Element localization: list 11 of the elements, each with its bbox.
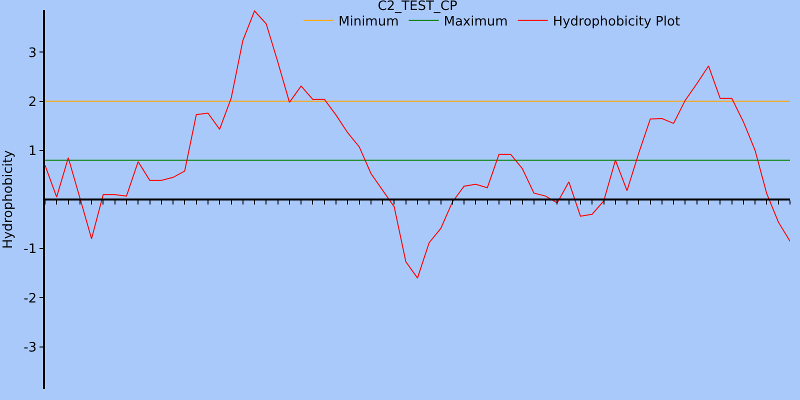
legend-label: Maximum <box>444 14 508 30</box>
chart-title: C2_TEST_CP <box>378 0 458 14</box>
y-tick-label: 2 <box>28 94 37 110</box>
y-tick-label: 3 <box>28 46 37 61</box>
y-tick-label: 1 <box>28 144 37 159</box>
y-tick-label: -1 <box>24 242 37 258</box>
y-tick-label: -3 <box>24 340 37 356</box>
legend-label: Hydrophobicity Plot <box>552 14 680 30</box>
legend-label: Minimum <box>338 14 399 30</box>
y-axis-title: Hydrophobicity <box>1 150 16 249</box>
y-tick-label: -2 <box>24 291 37 306</box>
